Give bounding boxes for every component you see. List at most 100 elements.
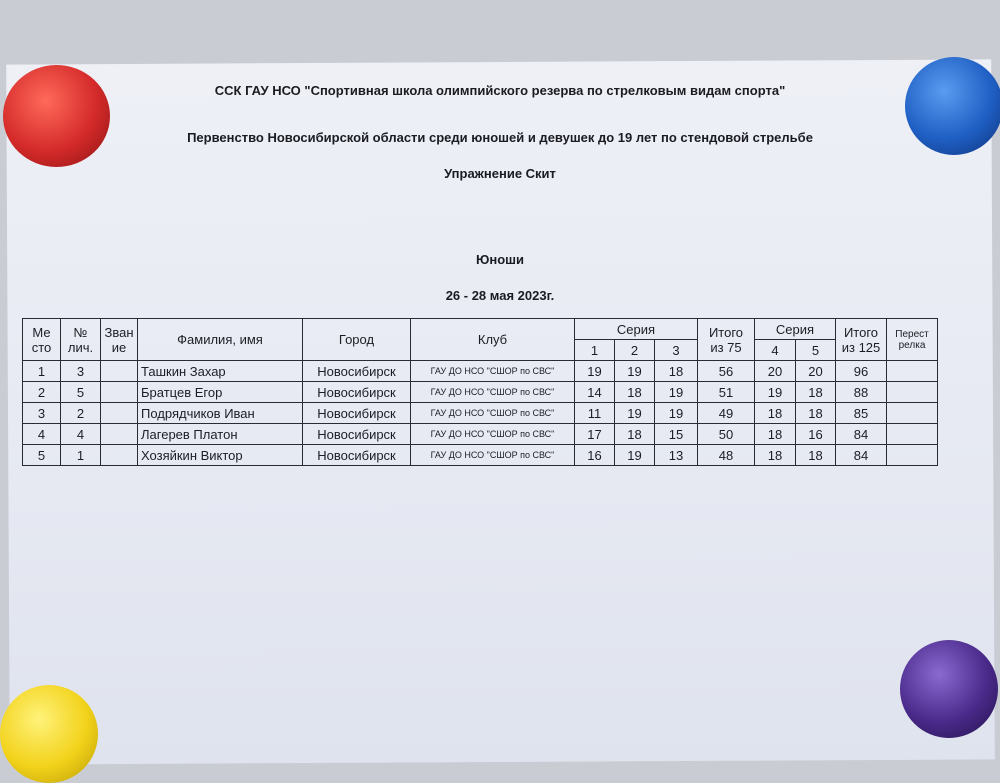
col-shootoff: Перест релка <box>886 318 938 361</box>
cell-city: Новосибирск <box>302 402 411 424</box>
cell-s5: 18 <box>795 402 836 424</box>
cell-place: 5 <box>22 444 61 466</box>
col-place: Ме сто <box>22 318 61 361</box>
table-row: 5 1 Хозяйкин Виктор Новосибирск ГАУ ДО НСО "… <box>22 444 938 466</box>
cell-shootoff <box>886 423 938 445</box>
cell-rank <box>100 402 138 424</box>
cell-club: ГАУ ДО НСО "СШОР по СВС" <box>410 423 575 445</box>
cell-total125: 96 <box>835 360 887 382</box>
organization-title: ССК ГАУ НСО "Спортивная школа олимпийско… <box>214 83 786 98</box>
competition-title: Первенство Новосибирской области среди ю… <box>187 130 813 145</box>
cell-city: Новосибирск <box>302 444 411 466</box>
col-rank: Зван ие <box>100 318 138 361</box>
cell-total75: 56 <box>697 360 755 382</box>
col-number: № лич. <box>60 318 101 361</box>
header-row: Ме сто № лич. Зван ие Фамилия, имя Город Кл… <box>22 318 938 361</box>
cell-s5: 18 <box>795 444 836 466</box>
group-title: Юноши <box>475 252 525 267</box>
cell-total75: 49 <box>697 402 755 424</box>
cell-place: 4 <box>22 423 61 445</box>
blue-magnet <box>905 57 1000 155</box>
col-series-b: Серия <box>754 318 836 340</box>
cell-s4: 20 <box>754 360 796 382</box>
cell-number: 5 <box>60 381 101 403</box>
col-total75: Итого из 75 <box>697 318 755 361</box>
cell-club: ГАУ ДО НСО "СШОР по СВС" <box>410 381 575 403</box>
cell-s1: 11 <box>574 402 615 424</box>
cell-s2: 19 <box>614 444 655 466</box>
cell-s3: 19 <box>654 381 698 403</box>
cell-city: Новосибирск <box>302 423 411 445</box>
cell-shootoff <box>886 444 938 466</box>
cell-rank <box>100 423 138 445</box>
table-row: 3 2 Подрядчиков Иван Новосибирск ГАУ ДО НСО … <box>22 402 938 424</box>
results-table: Ме сто № лич. Зван ие Фамилия, имя Город Кл… <box>22 318 938 466</box>
cell-total75: 48 <box>697 444 755 466</box>
col-total125: Итого из 125 <box>835 318 887 361</box>
cell-club: ГАУ ДО НСО "СШОР по СВС" <box>410 444 575 466</box>
cell-number: 4 <box>60 423 101 445</box>
cell-s1: 16 <box>574 444 615 466</box>
cell-total125: 85 <box>835 402 887 424</box>
col-s2: 2 <box>614 339 655 361</box>
cell-name: Братцев Егор <box>137 381 303 403</box>
col-name: Фамилия, имя <box>137 318 303 361</box>
cell-club: ГАУ ДО НСО "СШОР по СВС" <box>410 402 575 424</box>
cell-club: ГАУ ДО НСО "СШОР по СВС" <box>410 360 575 382</box>
cell-number: 1 <box>60 444 101 466</box>
cell-s4: 18 <box>754 402 796 424</box>
purple-magnet <box>900 640 998 738</box>
cell-s2: 18 <box>614 423 655 445</box>
table-row: 2 5 Братцев Егор Новосибирск ГАУ ДО НСО "СШО… <box>22 381 938 403</box>
cell-s4: 18 <box>754 444 796 466</box>
cell-place: 2 <box>22 381 61 403</box>
cell-place: 3 <box>22 402 61 424</box>
cell-s4: 18 <box>754 423 796 445</box>
cell-s3: 19 <box>654 402 698 424</box>
col-club: Клуб <box>410 318 575 361</box>
cell-name: Подрядчиков Иван <box>137 402 303 424</box>
table-row: 4 4 Лагерев Платон Новосибирск ГАУ ДО НСО "С… <box>22 423 938 445</box>
cell-s2: 19 <box>614 402 655 424</box>
cell-city: Новосибирск <box>302 360 411 382</box>
cell-s5: 18 <box>795 381 836 403</box>
exercise-title: Упражнение Скит <box>444 166 556 181</box>
cell-shootoff <box>886 402 938 424</box>
col-city: Город <box>302 318 411 361</box>
yellow-magnet <box>0 685 98 783</box>
col-s3: 3 <box>654 339 698 361</box>
cell-total75: 50 <box>697 423 755 445</box>
cell-shootoff <box>886 360 938 382</box>
cell-s2: 19 <box>614 360 655 382</box>
cell-s3: 13 <box>654 444 698 466</box>
cell-s5: 16 <box>795 423 836 445</box>
cell-s1: 19 <box>574 360 615 382</box>
cell-total75: 51 <box>697 381 755 403</box>
cell-s2: 18 <box>614 381 655 403</box>
cell-total125: 84 <box>835 423 887 445</box>
cell-city: Новосибирск <box>302 381 411 403</box>
col-s4: 4 <box>754 339 796 361</box>
cell-s4: 19 <box>754 381 796 403</box>
cell-s5: 20 <box>795 360 836 382</box>
col-s1: 1 <box>574 339 615 361</box>
cell-s1: 14 <box>574 381 615 403</box>
cell-place: 1 <box>22 360 61 382</box>
cell-rank <box>100 444 138 466</box>
cell-number: 3 <box>60 360 101 382</box>
subheader-row: 1 2 3 4 5 <box>23 339 938 361</box>
cell-rank <box>100 381 138 403</box>
cell-s1: 17 <box>574 423 615 445</box>
cell-s3: 15 <box>654 423 698 445</box>
cell-total125: 88 <box>835 381 887 403</box>
cell-s3: 18 <box>654 360 698 382</box>
cell-name: Хозяйкин Виктор <box>137 444 303 466</box>
cell-number: 2 <box>60 402 101 424</box>
cell-rank <box>100 360 138 382</box>
cell-shootoff <box>886 381 938 403</box>
cell-total125: 84 <box>835 444 887 466</box>
cell-name: Лагерев Платон <box>137 423 303 445</box>
col-series-a: Серия <box>574 318 698 340</box>
cell-name: Ташкин Захар <box>137 360 303 382</box>
col-s5: 5 <box>795 339 836 361</box>
